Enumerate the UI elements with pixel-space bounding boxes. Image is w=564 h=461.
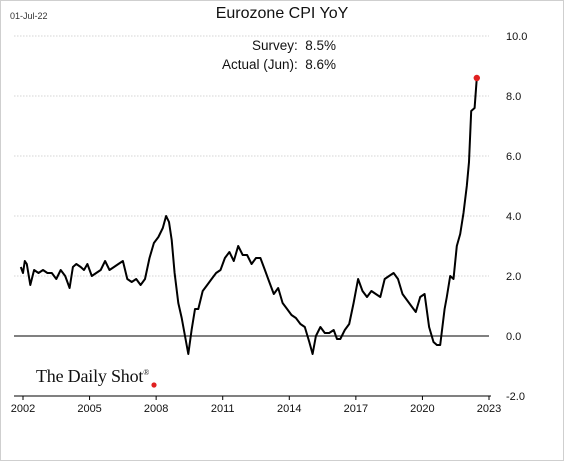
- x-tick-label: 2011: [211, 403, 235, 415]
- x-tick-label: 2020: [410, 403, 434, 415]
- y-tick-label: 4.0: [506, 211, 521, 223]
- grid-lines: [14, 35, 489, 277]
- y-tick-label: 6.0: [506, 151, 521, 163]
- tick-labels: -2.0 0.0 2.0 4.0 6.0 8.0 10.0 2002 2005 2008 2011 2…: [11, 31, 528, 415]
- x-tick-label: 2017: [344, 403, 368, 415]
- series-layer: [19, 74, 480, 355]
- axes: [14, 335, 491, 400]
- daily-shot-logo: The Daily Shot®: [36, 366, 149, 387]
- x-tick-label: 2023: [477, 403, 501, 415]
- latest-value-point: [473, 74, 480, 82]
- x-tick-label: 2014: [277, 403, 301, 415]
- logo-dot: [151, 382, 157, 388]
- cpi-series-line: [19, 77, 478, 355]
- y-tick-label: 2.0: [506, 271, 521, 283]
- y-tick-label: 10.0: [506, 31, 527, 43]
- y-tick-label: 8.0: [506, 91, 521, 103]
- y-tick-label: -2.0: [506, 391, 525, 403]
- y-tick-label: 0.0: [506, 331, 521, 343]
- survey-annotation: Survey: 8.5%: [251, 38, 336, 53]
- date-stamp: 01-Jul-22: [10, 11, 48, 21]
- logo-registered-mark: ®: [143, 368, 150, 377]
- x-tick-label: 2002: [11, 403, 35, 415]
- actual-annotation: Actual (Jun): 8.6%: [221, 57, 336, 72]
- x-tick-label: 2005: [77, 403, 101, 415]
- chart-title: Eurozone CPI YoY: [215, 5, 349, 22]
- x-tick-label: 2008: [144, 403, 168, 415]
- logo-text: The Daily Shot: [36, 366, 144, 386]
